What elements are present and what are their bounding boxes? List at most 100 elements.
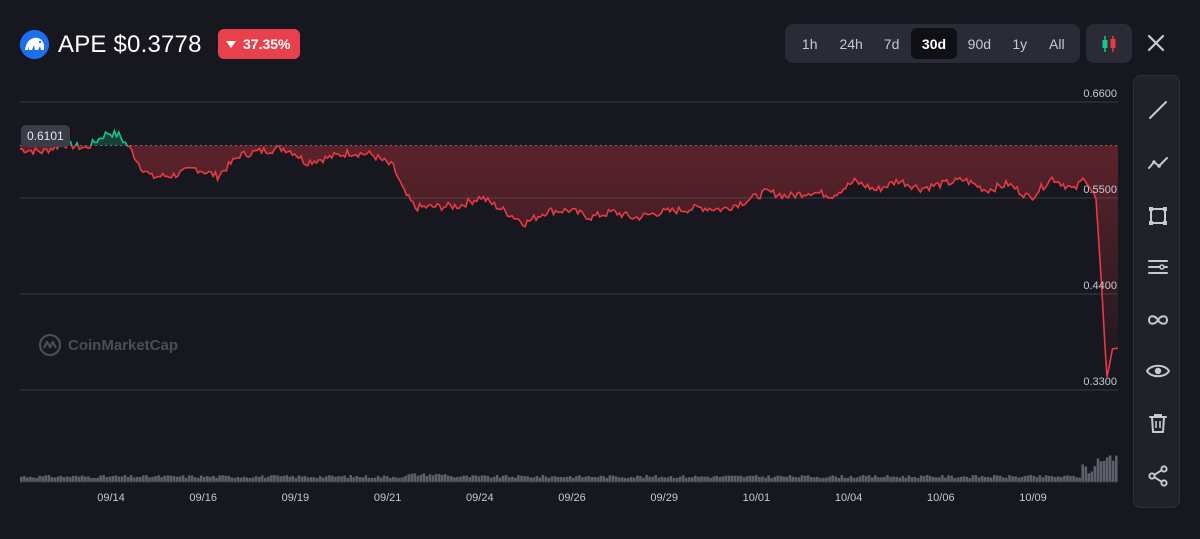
volume-bar [267, 476, 270, 482]
volume-bar [745, 476, 749, 482]
volume-bar [483, 475, 487, 482]
volume-bar [410, 473, 413, 482]
candlestick-toggle-button[interactable] [1086, 24, 1132, 63]
visibility-toggle[interactable] [1134, 351, 1181, 391]
volume-bar [44, 475, 47, 482]
volume-bar [910, 477, 914, 482]
volume-bar [392, 476, 395, 482]
volume-bar [1041, 477, 1045, 482]
volume-bar [706, 476, 709, 482]
timeframe-24h[interactable]: 24h [839, 35, 863, 52]
volume-bar [279, 476, 282, 482]
volume-bar [935, 477, 938, 482]
volume-bar [334, 476, 337, 482]
volume-bar [938, 477, 941, 482]
infinity-icon [1147, 315, 1168, 325]
volume-bar [114, 475, 118, 482]
volume-bar [782, 476, 786, 482]
volume-bar [721, 476, 725, 482]
price-chart[interactable]: 0.6600 0.5500 0.4400 0.3300 09/14 09/16 09/19… [0, 80, 1130, 539]
volume-bar [925, 475, 929, 482]
volume-bar [224, 475, 227, 482]
volume-bar [358, 477, 362, 482]
volume-bar [59, 475, 63, 482]
volume-bar [755, 475, 758, 482]
volume-bar [788, 475, 792, 482]
volume-bar [71, 475, 75, 482]
volume-bar [386, 476, 389, 482]
volume-bar [1044, 475, 1048, 482]
volume-bar [727, 475, 731, 482]
timeframe-all[interactable]: All [1049, 35, 1065, 52]
drawing-toolbar [1133, 75, 1180, 508]
volume-bar [1008, 475, 1011, 482]
volume-bar [1105, 457, 1109, 482]
volume-bar [111, 476, 115, 482]
polyline-tool[interactable] [1134, 143, 1181, 183]
timeframe-7d[interactable]: 7d [883, 35, 900, 52]
volume-bar [138, 476, 142, 482]
volume-bar [1005, 477, 1008, 482]
volume-bar [749, 475, 752, 482]
volume-bar [599, 475, 603, 482]
volume-bar [498, 477, 502, 482]
share-button[interactable] [1134, 456, 1181, 496]
x-tick-label: 09/29 [650, 492, 678, 504]
price-change-badge: 37.35% [218, 29, 301, 59]
volume-bar [459, 476, 462, 482]
infinity-tool[interactable] [1134, 300, 1181, 340]
timeframe-90d[interactable]: 90d [967, 35, 992, 52]
close-button[interactable] [1140, 27, 1172, 59]
volume-bar [1115, 455, 1118, 482]
volume-bar [688, 477, 691, 482]
x-tick-label: 09/19 [282, 492, 310, 504]
volume-bar [160, 477, 163, 482]
volume-bar [276, 475, 279, 482]
volume-bar [407, 474, 410, 482]
volume-bar [50, 477, 54, 482]
volume-bar [968, 478, 972, 482]
volume-bar [199, 475, 203, 482]
volume-bar [501, 475, 505, 482]
volume-bar [614, 476, 618, 482]
volume-bar [901, 476, 905, 482]
volume-bar [340, 476, 343, 482]
timeframe-1y[interactable]: 1y [1012, 35, 1028, 52]
volume-bar [861, 475, 865, 482]
volume-bar [367, 477, 371, 482]
volume-bar [761, 476, 764, 482]
volume-bar [297, 475, 301, 482]
share-icon [1147, 465, 1168, 487]
parallel-lines-tool[interactable] [1134, 247, 1181, 287]
eye-icon [1145, 364, 1170, 378]
timeframe-1h[interactable]: 1h [801, 35, 818, 52]
volume-bar [504, 475, 508, 482]
rectangle-tool[interactable] [1134, 196, 1181, 236]
volume-bar [117, 476, 121, 482]
x-tick-label: 09/26 [558, 492, 586, 504]
volume-bar [102, 475, 105, 482]
volume-bar [206, 476, 209, 482]
volume-bar [447, 475, 450, 482]
volume-bar [47, 475, 51, 482]
volume-bar [1014, 476, 1017, 482]
delete-drawings-button[interactable] [1134, 403, 1181, 443]
volume-bar [1063, 475, 1066, 482]
volume-bar [996, 475, 999, 482]
volume-bar [828, 476, 831, 482]
volume-bar [977, 477, 981, 482]
volume-bar [135, 476, 139, 482]
ape-logo-icon [20, 30, 49, 59]
trend-line-tool[interactable] [1134, 90, 1181, 130]
volume-bar [855, 477, 859, 482]
volume-bar [514, 477, 517, 482]
volume-bar [1029, 475, 1033, 482]
coinmarketcap-logo-icon [38, 333, 62, 357]
timeframe-30d[interactable]: 30d [911, 28, 957, 59]
volume-bar [550, 476, 554, 482]
volume-bar [764, 477, 767, 482]
volume-bar [373, 477, 377, 482]
y-tick-label: 0.6600 [1083, 88, 1117, 100]
volume-bar [941, 475, 944, 482]
volume-bar [355, 476, 359, 482]
